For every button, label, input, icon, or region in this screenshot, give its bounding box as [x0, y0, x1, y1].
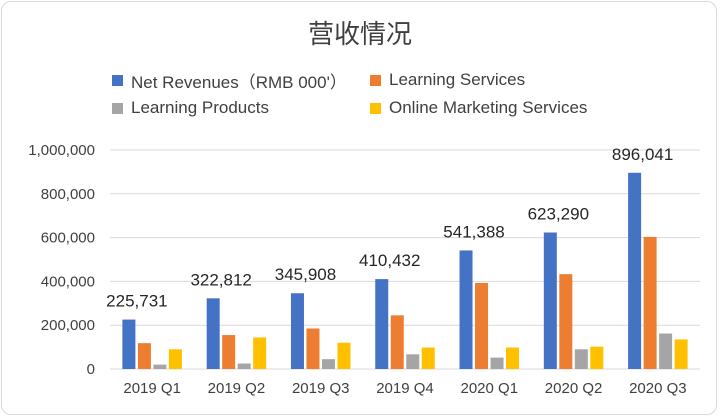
y-tick-label: 800,000 — [41, 186, 95, 203]
bar — [643, 236, 657, 369]
bar — [590, 346, 604, 369]
legend-item-net-revenues: Net Revenues（RMB 000'） — [112, 70, 347, 92]
x-tick-label: 2019 Q4 — [376, 380, 434, 397]
bar — [574, 349, 588, 369]
bar — [506, 347, 520, 369]
data-label: 225,731 — [106, 292, 167, 311]
legend-item-online-marketing-services: Online Marketing Services — [370, 98, 587, 118]
bar — [375, 279, 389, 369]
labels: 0 200,000 400,000 600,000 800,000 1,000,000 22… — [28, 142, 686, 397]
x-tick-label: 2019 Q3 — [292, 380, 350, 397]
bar — [628, 172, 642, 369]
legend-label-learning-products: Learning Products — [131, 98, 269, 117]
x-tick-label: 2020 Q1 — [461, 380, 519, 397]
x-tick-label: 2019 Q2 — [208, 380, 266, 397]
legend-item-learning-services: Learning Services — [370, 70, 525, 90]
bar — [475, 282, 489, 369]
y-tick-label: 400,000 — [41, 273, 95, 290]
x-tick-label: 2020 Q2 — [545, 380, 603, 397]
legend-label-online-marketing-services: Online Marketing Services — [389, 98, 588, 117]
x-tick-label: 2019 Q1 — [123, 380, 181, 397]
bar — [290, 293, 304, 369]
bar — [122, 319, 136, 369]
data-label: 410,432 — [359, 251, 420, 270]
bar — [237, 363, 251, 369]
y-tick-label: 1,000,000 — [28, 142, 95, 159]
bar — [406, 354, 420, 369]
data-label: 623,290 — [528, 204, 589, 223]
bar — [153, 364, 167, 369]
legend-item-learning-products: Learning Products — [112, 98, 269, 118]
x-tick-label: 2020 Q3 — [629, 380, 687, 397]
bar — [490, 357, 504, 369]
bar — [674, 339, 688, 369]
legend-swatch-online-marketing-services — [370, 102, 381, 114]
data-label: 322,812 — [190, 270, 251, 289]
chart-title: 营收情况 — [307, 20, 412, 50]
bar — [168, 349, 182, 369]
bar — [253, 337, 267, 369]
bar — [337, 342, 351, 369]
bar — [659, 333, 673, 369]
legend-label-learning-services: Learning Services — [389, 70, 526, 89]
data-label: 896,041 — [612, 145, 673, 164]
bar — [137, 343, 151, 369]
y-tick-label: 200,000 — [41, 317, 95, 334]
legend-swatch-net-revenues — [112, 74, 123, 86]
bar — [222, 335, 236, 369]
bar — [559, 274, 573, 369]
bar — [459, 250, 473, 369]
bar — [390, 315, 404, 369]
bar — [421, 347, 435, 369]
y-tick-label: 0 — [87, 361, 95, 378]
bars — [122, 172, 688, 369]
bar — [306, 328, 320, 369]
bar — [206, 298, 220, 369]
data-label: 541,388 — [443, 222, 504, 241]
legend-swatch-learning-services — [370, 74, 381, 86]
legend-swatch-learning-products — [112, 102, 123, 114]
bar — [543, 232, 557, 369]
legend-label-net-revenues: Net Revenues（RMB 000'） — [131, 72, 347, 92]
data-label: 345,908 — [275, 265, 336, 284]
y-tick-label: 600,000 — [41, 230, 95, 247]
bar — [321, 359, 335, 369]
